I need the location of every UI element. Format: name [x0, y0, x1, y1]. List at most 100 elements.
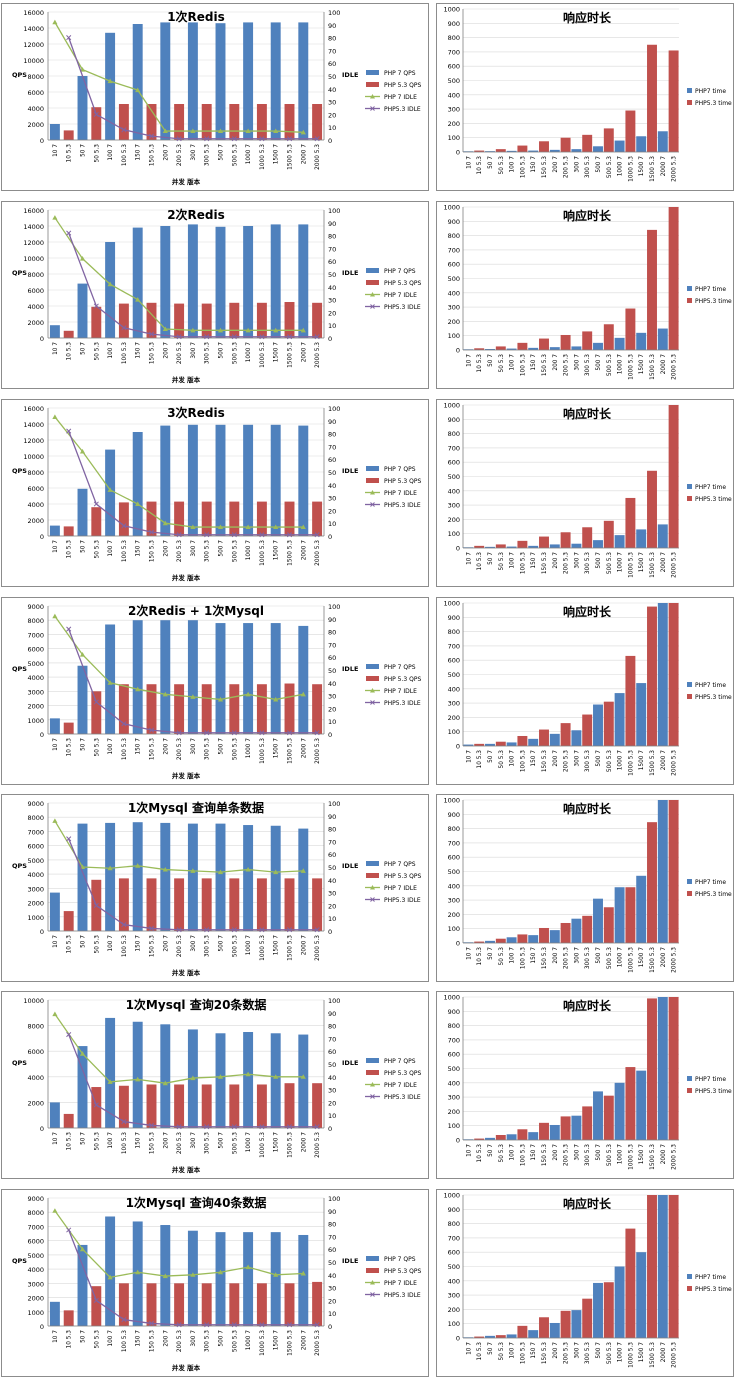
legend-entry: PHP 5.3 QPS	[366, 82, 421, 89]
bar-php7-time	[636, 332, 647, 350]
point-php7-idle	[245, 866, 251, 872]
point-php7-idle	[190, 868, 196, 873]
bar-php7-qps	[243, 22, 254, 140]
bar-php53-time	[539, 1122, 549, 1140]
x-tick-label: 2000 5.3	[315, 342, 321, 368]
y-tick-label: 0	[456, 940, 460, 948]
line-php53-idle	[68, 1229, 318, 1326]
bar-php7-qps	[77, 488, 88, 536]
x-tick-label: 10 7	[466, 552, 472, 565]
x-tick-label: 50 5.3	[94, 1132, 100, 1151]
x-tick-label: 1000 7	[246, 1132, 252, 1153]
point-php7-idle	[217, 1269, 224, 1275]
y-tick-label: 700	[448, 246, 460, 254]
bar-php7-qps	[105, 1216, 116, 1326]
bar-php7-time	[528, 1132, 539, 1140]
point-php53-idle	[286, 532, 293, 538]
x-tick-label: 200 7	[553, 947, 559, 964]
x-tick-label: 150 7	[531, 354, 537, 371]
x-tick-label: 500 5.3	[607, 750, 613, 772]
y-tick-label: 700	[448, 839, 460, 847]
y-axis-label: QPS	[12, 269, 27, 277]
bar-php7-qps	[215, 623, 226, 734]
x-tick-label: 1500 7	[274, 738, 280, 759]
x-tick-label: 1000 7	[618, 1342, 624, 1363]
bar-php7-time	[549, 544, 560, 548]
y2-tick-label: 50	[328, 73, 336, 81]
y-tick-label: 600	[448, 261, 460, 269]
y2-tick-label: 90	[328, 22, 336, 30]
bar-php7-qps	[270, 22, 281, 140]
x-tick-label: 2000 5.3	[315, 1132, 321, 1158]
point-php53-idle	[231, 1124, 237, 1130]
x-tick-label: 100 5.3	[520, 750, 526, 772]
point-php53-idle	[231, 730, 237, 736]
legend-entry: PHP5.3 time	[687, 496, 732, 503]
point-php53-idle	[259, 334, 265, 340]
bar-php7-time	[636, 1070, 647, 1140]
bar-php53-qps	[201, 104, 212, 140]
qps-chart: 0 1000 2000 3000 4000 5000 6000 7000 8000 9000 0 10…	[1, 1189, 429, 1377]
x-tick-label: 1500 5.3	[650, 354, 656, 380]
point-php53-idle	[148, 331, 155, 337]
x-tick-label: 1500 7	[639, 1342, 645, 1363]
bar-php53-qps	[201, 878, 212, 931]
x-tick-label: 1000 5.3	[260, 935, 266, 961]
qps-plot: 0 1000 2000 3000 4000 5000 6000 7000 8000 9000 0 10…	[12, 603, 421, 780]
x-tick-label: 200 5.3	[564, 1342, 570, 1364]
point-php7-idle	[135, 87, 141, 93]
y-tick-label: 0	[456, 149, 460, 157]
x-tick-label: 1500 7	[639, 750, 645, 771]
y2-tick-label: 70	[328, 1035, 336, 1043]
bar-php7-qps	[215, 226, 226, 338]
point-php53-idle	[121, 523, 127, 529]
bar-php53-qps	[201, 684, 212, 734]
y2-tick-label: 10	[328, 1112, 336, 1120]
bar-php53-time	[647, 44, 657, 152]
x-tick-label: 2000 7	[661, 1342, 667, 1363]
bar-php53-qps	[146, 684, 157, 734]
x-tick-label: 1000 7	[618, 552, 624, 573]
bar-php53-time	[582, 134, 593, 152]
bar-php7-time	[657, 800, 668, 943]
point-php53-idle	[314, 1124, 320, 1130]
bar-php7-time	[593, 540, 603, 548]
x-tick-label: 500 7	[596, 552, 602, 569]
x-tick-label: 200 7	[553, 552, 559, 569]
bar-php53-qps	[91, 107, 102, 140]
y-tick-label: 16000	[23, 207, 44, 215]
x-tick-label: 10 5.3	[477, 1342, 483, 1361]
x-tick-label: 100 7	[510, 750, 516, 767]
legend-swatch	[687, 1076, 692, 1081]
bar-php7-time	[614, 887, 625, 943]
x-tick-label: 300 7	[191, 144, 197, 161]
point-php53-idle	[286, 730, 293, 736]
x-tick-label: 10 7	[53, 144, 59, 157]
y-tick-label: 300	[448, 1094, 460, 1102]
y-tick-label: 500	[448, 868, 460, 876]
bar-php53-qps	[229, 104, 240, 140]
x-axis-label: 并发 版本	[172, 177, 201, 186]
point-php53-idle	[314, 1322, 320, 1328]
line-php53-idle	[68, 430, 318, 536]
bar-php53-qps	[174, 104, 185, 140]
point-php53-idle	[66, 626, 72, 632]
legend-entry: PHP5.3 IDLE	[365, 1094, 421, 1101]
x-tick-label: 100 5.3	[520, 552, 526, 574]
y-axis-label: QPS	[12, 467, 27, 475]
x-axis-label: 并发 版本	[172, 1165, 201, 1174]
bar-php53-qps	[256, 684, 267, 734]
y-tick-label: 800	[448, 628, 460, 636]
bar-php7-qps	[77, 823, 88, 931]
x-tick-label: 2000 7	[301, 1132, 307, 1153]
legend-swatch	[366, 70, 379, 75]
x-tick-label: 100 5.3	[122, 935, 128, 957]
point-php7-idle	[217, 696, 224, 702]
legend-entry: PHP7 time	[687, 286, 726, 293]
x-tick-label: 200 7	[163, 1132, 169, 1149]
legend-marker	[370, 700, 375, 705]
bar-php7-time	[528, 1330, 539, 1338]
line-php53-idle	[68, 1034, 318, 1128]
bar-php7-qps	[49, 718, 60, 734]
point-php7-idle	[300, 1270, 306, 1276]
